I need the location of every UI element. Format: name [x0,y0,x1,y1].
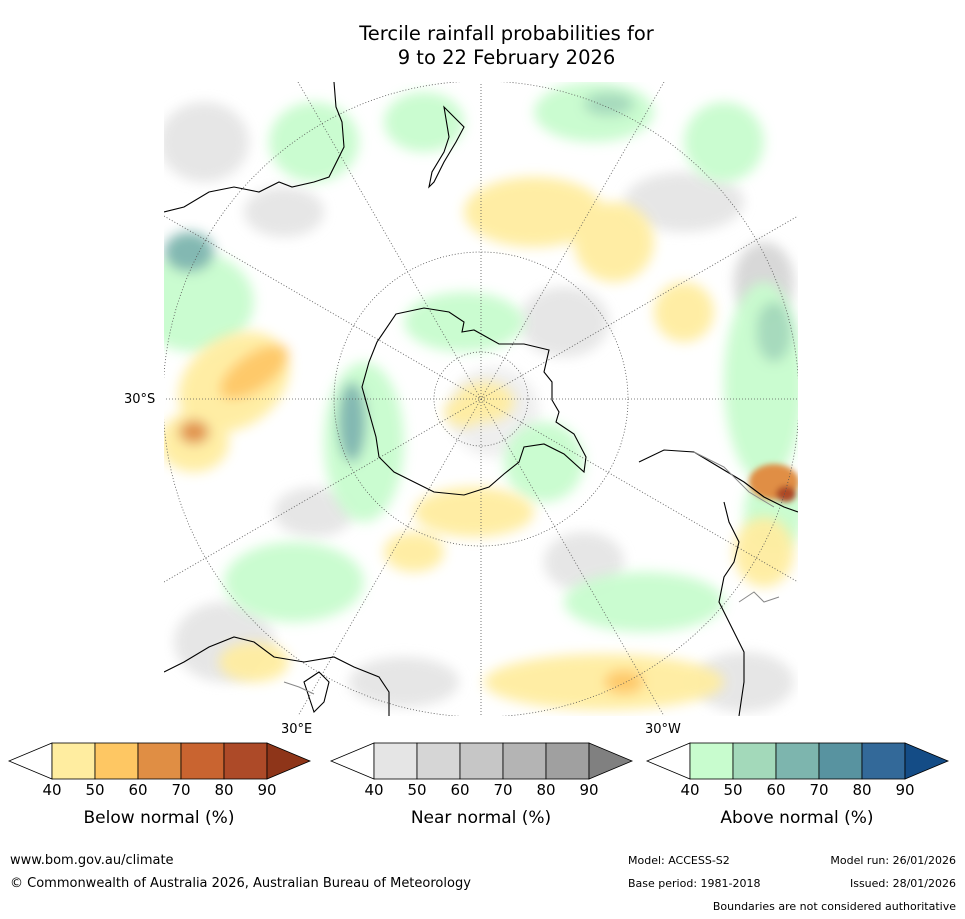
colorbar-near-tick-90: 90 [579,781,599,799]
footer-model: Model: ACCESS-S2 [628,854,730,867]
colorbar-above-high-extend [904,742,950,780]
colorbar-above-tick-90: 90 [895,781,915,799]
footer-model-run: Model run: 26/01/2026 [830,854,956,867]
antarctica-coast [361,307,587,496]
country-boundaries [283,451,780,695]
colorbar-near-swatch-80 [545,742,590,780]
colorbar-above-tick-70: 70 [809,781,829,799]
colorbar-near-tick-40: 40 [364,781,384,799]
colorbar-below-swatch-40 [51,742,96,780]
colorbar-below-title: Below normal (%) [83,808,235,828]
colorbar-near-swatch-60 [459,742,504,780]
colorbar-below-tick-60: 60 [128,781,148,799]
colorbar-above-tick-80: 80 [852,781,872,799]
lon-label-30e: 30°E [281,722,313,737]
colorbar-below-swatch-50 [94,742,139,780]
colorbar-below-svg [7,742,312,780]
colorbar-below-swatch-80 [223,742,268,780]
lon-label-30w: 30°W [645,722,681,737]
africa-coast [164,636,390,716]
colorbar-near-title: Near normal (%) [410,808,552,828]
map-title-line1: Tercile rainfall probabilities for [359,22,654,45]
new-zealand [428,105,465,189]
map-title-line2: 9 to 22 February 2026 [397,46,616,69]
colorbar-near-normal [329,742,634,783]
colorbar-below-tick-90: 90 [257,781,277,799]
madagascar [303,671,330,714]
colorbar-below-tick-40: 40 [42,781,62,799]
colorbar-near-low-extend [329,742,375,780]
below-normal-shading [164,177,794,710]
colorbar-above-swatch-60 [775,742,820,780]
colorbar-above-tick-40: 40 [680,781,700,799]
australia-coast [164,82,345,213]
footer-base-period: Base period: 1981-2018 [628,877,761,890]
colorbar-above-tick-50: 50 [723,781,743,799]
colorbar-near-tick-60: 60 [450,781,470,799]
colorbar-below-low-extend [7,742,53,780]
colorbar-above-swatch-70 [818,742,863,780]
colorbar-above-svg [645,742,950,780]
footer-url: www.bom.gov.au/climate [10,853,174,868]
lat-label-30s: 30°S [124,392,156,407]
colorbar-near-swatch-70 [502,742,547,780]
colorbar-near-tick-70: 70 [493,781,513,799]
colorbar-near-tick-50: 50 [407,781,427,799]
graticule [164,82,798,716]
colorbar-below-normal [7,742,312,783]
map-svg [164,82,798,716]
colorbar-near-swatch-40 [373,742,418,780]
colorbar-above-swatch-40 [689,742,734,780]
footer-issued: Issued: 28/01/2026 [849,877,956,890]
colorbar-below-tick-50: 50 [85,781,105,799]
footer-copyright: © Commonwealth of Australia 2026, Austra… [10,876,471,891]
colorbar-above-title: Above normal (%) [720,808,874,828]
colorbar-above-low-extend [645,742,691,780]
colorbar-below-swatch-60 [137,742,182,780]
colorbar-above-normal [645,742,950,783]
colorbar-below-tick-70: 70 [171,781,191,799]
footer-disclaimer: Boundaries are not considered authoritat… [712,900,956,913]
colorbar-below-swatch-70 [180,742,225,780]
colorbar-below-high-extend [266,742,312,780]
colorbar-above-tick-60: 60 [766,781,786,799]
colorbar-below-tick-80: 80 [214,781,234,799]
colorbar-near-tick-80: 80 [536,781,556,799]
colorbar-near-swatch-50 [416,742,461,780]
colorbar-near-high-extend [588,742,634,780]
polar-rainfall-map [164,82,798,716]
colorbar-above-swatch-80 [861,742,906,780]
colorbar-near-svg [329,742,634,780]
colorbar-above-swatch-50 [732,742,777,780]
map-title: Tercile rainfall probabilities for 9 to … [0,22,965,70]
